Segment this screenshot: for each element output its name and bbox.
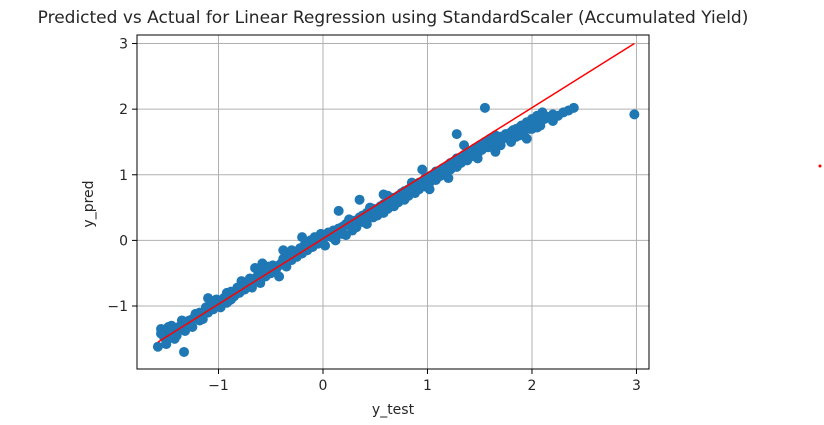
x-tick-label: 0 <box>319 378 328 394</box>
stray-red-dot <box>818 164 822 168</box>
data-point <box>424 184 435 195</box>
data-point <box>274 271 285 282</box>
data-point <box>152 341 163 352</box>
x-tick-label: 1 <box>423 378 432 394</box>
data-point <box>333 205 344 216</box>
y-tick-label: −1 <box>107 299 128 315</box>
data-point <box>378 189 389 200</box>
data-point <box>539 113 550 124</box>
x-tick-label: 3 <box>632 378 641 394</box>
data-point <box>629 109 640 120</box>
data-point <box>547 115 558 126</box>
fit-line-layer <box>157 42 635 343</box>
data-point <box>166 320 177 331</box>
data-point <box>443 173 454 184</box>
data-point <box>490 146 501 157</box>
data-point <box>532 122 543 133</box>
data-point <box>250 273 261 284</box>
plot-frame <box>136 34 650 370</box>
data-point <box>263 261 274 272</box>
chart-title: Predicted vs Actual for Linear Regressio… <box>38 8 749 28</box>
data-point <box>479 102 490 113</box>
data-point <box>344 214 355 225</box>
data-point <box>330 235 341 246</box>
data-point <box>305 235 316 246</box>
y-tick-label: 2 <box>119 102 128 118</box>
data-point <box>568 102 579 113</box>
data-point <box>453 156 464 167</box>
x-axis-ticks: −1 0 1 2 3 <box>208 369 641 394</box>
data-points <box>152 102 640 357</box>
data-point <box>156 328 167 339</box>
y-axis-label: y_pred <box>81 180 97 227</box>
data-point <box>459 140 470 151</box>
y-tick-label: 1 <box>119 168 128 184</box>
data-point <box>393 194 404 205</box>
fit-line <box>157 42 635 343</box>
data-point <box>286 245 297 256</box>
data-point <box>514 122 525 133</box>
data-point <box>469 148 480 159</box>
x-axis-label: y_test <box>372 402 415 418</box>
data-point <box>359 212 370 223</box>
x-tick-label: −1 <box>208 378 229 394</box>
data-point <box>506 136 517 147</box>
data-point <box>354 194 365 205</box>
data-point <box>435 166 446 177</box>
data-point <box>203 293 214 304</box>
data-point <box>278 245 289 256</box>
data-point <box>500 129 511 140</box>
data-point <box>417 164 428 175</box>
y-axis-ticks: −1 0 1 2 3 <box>107 37 137 315</box>
data-point <box>242 278 253 289</box>
data-point <box>521 133 532 144</box>
data-point <box>250 262 261 273</box>
x-tick-label: 2 <box>528 378 537 394</box>
y-tick-label: 0 <box>119 233 128 249</box>
data-point <box>451 129 462 140</box>
data-point <box>297 232 308 243</box>
data-point <box>179 346 190 357</box>
y-tick-label: 3 <box>119 37 128 53</box>
